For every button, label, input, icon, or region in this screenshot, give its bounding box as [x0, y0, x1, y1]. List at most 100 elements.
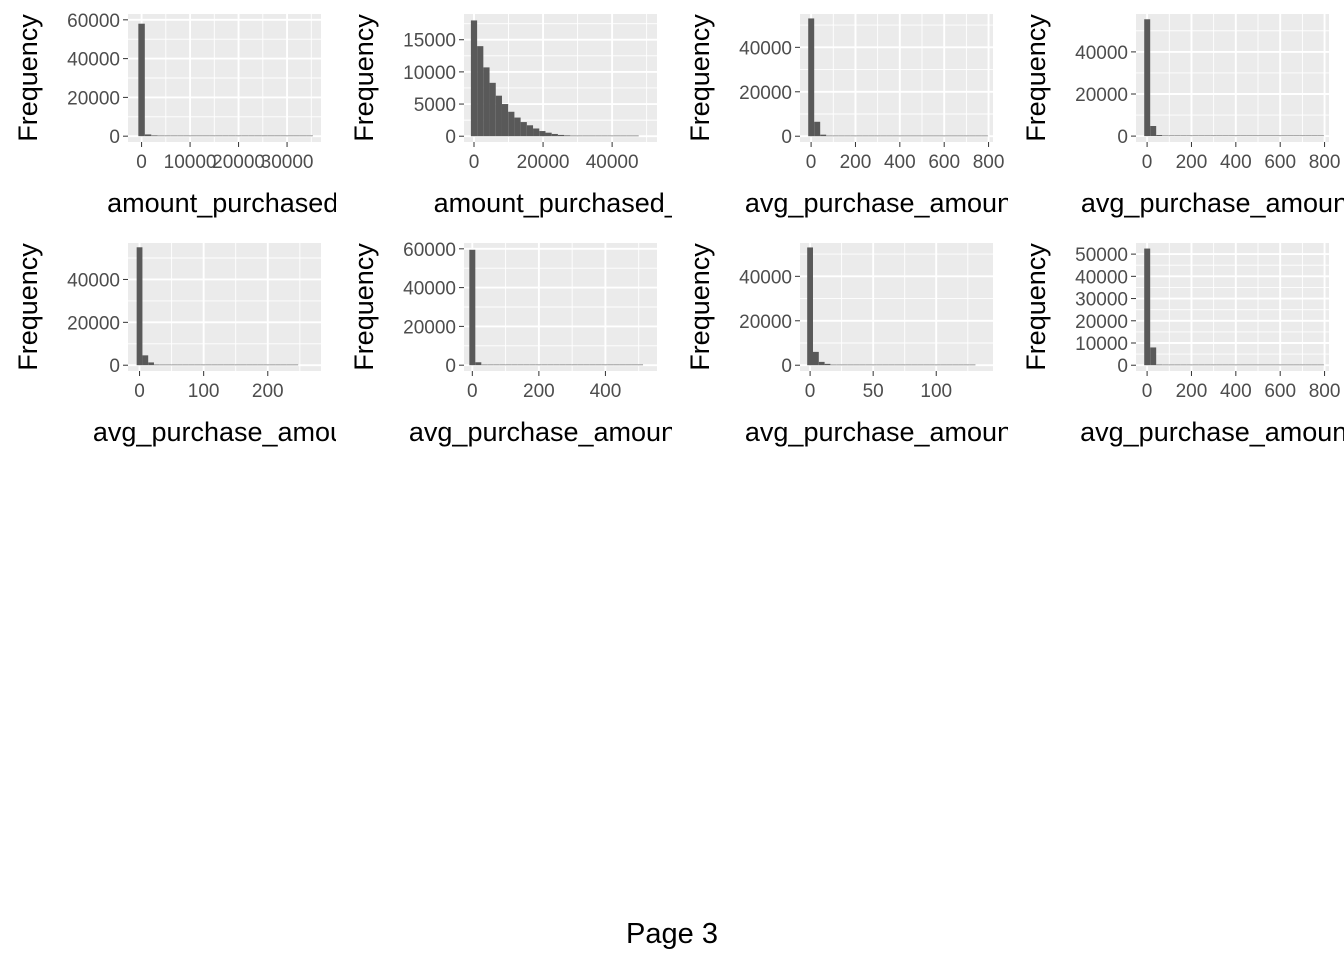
- histogram-bar: [182, 364, 189, 366]
- histogram-bar: [1305, 135, 1312, 137]
- histogram-bar: [1228, 364, 1235, 366]
- histogram-bar: [838, 135, 845, 137]
- histogram-bar: [477, 46, 484, 137]
- x-tick-label: 200: [523, 381, 555, 402]
- histogram-bar: [868, 135, 875, 137]
- x-tick-label: 0: [136, 152, 147, 173]
- histogram-bar: [190, 135, 197, 137]
- x-tick-label: 0: [1142, 381, 1153, 402]
- histogram-bar: [1192, 364, 1199, 366]
- histogram-bar: [922, 135, 929, 137]
- x-axis-title: avg_purchase_amount_s: [745, 188, 1048, 218]
- x-tick-label: 800: [1309, 152, 1341, 173]
- y-tick-label: 0: [109, 127, 120, 148]
- histogram-bar: [164, 135, 171, 137]
- histogram-bar: [523, 364, 530, 366]
- panel-background: [800, 243, 993, 371]
- histogram-bar: [565, 364, 572, 366]
- histogram-bar: [136, 247, 143, 366]
- histogram-bar: [269, 364, 276, 366]
- histogram-bar: [1246, 364, 1253, 366]
- histogram-bar: [975, 135, 982, 137]
- x-tick-label: 0: [805, 381, 816, 402]
- x-tick-label: 20000: [517, 152, 570, 173]
- histogram-bar: [533, 128, 540, 137]
- y-tick-label: 40000: [1075, 267, 1128, 288]
- histogram-bar: [830, 364, 837, 366]
- y-tick-label: 20000: [1075, 312, 1128, 333]
- y-tick-label: 40000: [1075, 43, 1128, 64]
- y-tick-label: 0: [1117, 356, 1128, 377]
- histogram-bar: [287, 135, 294, 137]
- histogram-bar: [159, 364, 166, 366]
- x-tick-label: 20000: [212, 152, 265, 173]
- x-tick-label: 40000: [586, 152, 639, 173]
- histogram-bar: [1150, 126, 1157, 137]
- histogram-bar: [874, 135, 881, 137]
- histogram-bar: [847, 364, 854, 366]
- histogram-bar: [1222, 135, 1229, 137]
- histogram-bar: [888, 364, 895, 366]
- histogram-bar: [205, 364, 212, 366]
- histogram-bar: [1222, 364, 1229, 366]
- x-tick-label: 0: [467, 381, 478, 402]
- histogram-bar: [595, 364, 602, 366]
- histogram-bar: [577, 364, 584, 366]
- histogram-bar: [292, 364, 299, 366]
- histogram-bar: [1204, 135, 1211, 137]
- histogram-bar: [211, 364, 218, 366]
- histogram-bar: [1275, 135, 1282, 137]
- y-axis-title: Frequency: [349, 243, 379, 371]
- histogram-bar: [842, 364, 848, 366]
- histogram-bar: [267, 135, 275, 137]
- x-tick-label: 30000: [261, 152, 314, 173]
- histogram-bar: [607, 364, 614, 366]
- histogram-bar: [626, 135, 633, 137]
- histogram-grid: 0 1000020000300000200004000060000amount_p…: [13, 11, 1344, 447]
- panel-background: [1136, 243, 1329, 371]
- histogram-bar: [1240, 135, 1247, 137]
- histogram-bar: [275, 364, 281, 366]
- histogram-bar: [929, 364, 935, 366]
- histogram-bar: [637, 364, 644, 366]
- histogram-bar: [1186, 364, 1193, 366]
- histogram-bar: [892, 135, 899, 137]
- histogram-bar: [818, 361, 825, 366]
- histogram-bar: [526, 125, 534, 137]
- x-tick-label: 400: [1220, 381, 1252, 402]
- histogram-bar: [859, 364, 866, 366]
- histogram-bar: [898, 135, 905, 137]
- histogram-bar: [1234, 364, 1241, 366]
- histogram-bar: [928, 135, 934, 137]
- histogram-bar: [547, 364, 554, 366]
- histogram-3: 0 200 400 600 800 0 20000 40000 avg_purchase_amo…: [685, 14, 1048, 218]
- histogram-bar: [557, 134, 565, 137]
- y-axis-title: Frequency: [13, 243, 43, 371]
- histogram-bar: [489, 82, 496, 137]
- histogram-bar: [1281, 135, 1288, 137]
- histogram-bar: [910, 135, 917, 137]
- histogram-bar: [856, 135, 863, 137]
- histogram-bar: [257, 364, 264, 366]
- histogram-bar: [939, 135, 946, 137]
- histogram-bar: [280, 135, 288, 137]
- histogram-bar: [923, 364, 930, 366]
- histogram-bar: [826, 135, 833, 137]
- histogram-bar: [576, 135, 583, 137]
- histogram-bar: [151, 135, 158, 137]
- histogram-bar: [248, 135, 255, 137]
- histogram-bar: [882, 364, 889, 366]
- x-tick-label: 50: [863, 381, 884, 402]
- histogram-bar: [1156, 135, 1163, 137]
- histogram-bar: [951, 135, 958, 137]
- histogram-bar: [1180, 135, 1187, 137]
- histogram-bar: [200, 364, 206, 366]
- histogram-bar: [469, 249, 476, 366]
- histogram-bar: [177, 135, 184, 137]
- y-axis-title: Frequency: [685, 14, 715, 142]
- histogram-bar: [209, 135, 216, 137]
- histogram-bar: [812, 351, 819, 366]
- histogram-bar: [1198, 135, 1205, 137]
- histogram-bar: [1186, 135, 1193, 137]
- histogram-bar: [570, 135, 577, 137]
